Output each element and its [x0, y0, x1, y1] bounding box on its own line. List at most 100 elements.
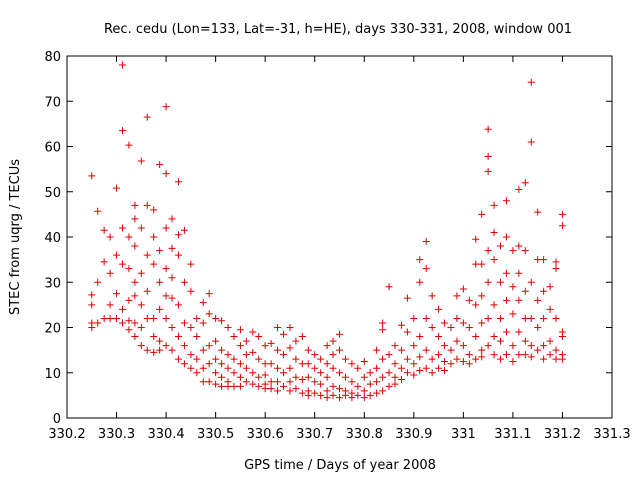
data-point	[94, 319, 102, 327]
data-point	[373, 378, 381, 386]
data-point	[379, 319, 387, 327]
data-point	[261, 342, 269, 350]
data-point	[558, 355, 566, 363]
data-point	[156, 305, 164, 313]
data-point	[224, 364, 232, 372]
data-point	[156, 278, 164, 286]
data-point	[534, 256, 542, 264]
data-point	[280, 330, 288, 338]
data-point	[515, 185, 523, 193]
data-point	[242, 351, 250, 359]
data-point	[447, 324, 455, 331]
data-point	[397, 364, 405, 372]
data-point	[521, 247, 529, 255]
data-point	[373, 389, 381, 397]
data-point	[540, 287, 548, 295]
data-point	[509, 283, 517, 291]
x-tick-label: 330.6	[247, 427, 284, 442]
data-point	[385, 382, 393, 390]
data-point	[484, 125, 492, 133]
data-point	[515, 328, 523, 336]
data-point	[534, 346, 542, 354]
data-point	[323, 394, 331, 402]
data-point	[230, 382, 238, 390]
data-point	[150, 233, 158, 241]
data-point	[441, 319, 449, 327]
data-point	[113, 314, 121, 322]
data-point	[373, 346, 381, 354]
data-point	[354, 382, 362, 390]
data-point	[242, 378, 250, 386]
data-point	[502, 269, 510, 277]
data-point	[527, 278, 535, 286]
data-point	[546, 337, 554, 345]
data-point	[255, 333, 263, 341]
data-point	[280, 351, 288, 359]
x-tick-label: 330.3	[98, 427, 135, 442]
data-point	[267, 378, 275, 386]
data-point	[403, 355, 411, 363]
data-point	[502, 296, 510, 304]
data-point	[459, 357, 467, 365]
data-point	[187, 260, 195, 268]
data-point	[137, 224, 145, 232]
data-point	[162, 314, 170, 322]
data-point	[118, 260, 126, 268]
data-point	[490, 256, 498, 264]
data-point	[515, 296, 523, 304]
data-point	[168, 274, 176, 282]
data-point	[205, 378, 213, 386]
data-point	[286, 364, 294, 372]
data-point	[199, 299, 207, 307]
x-axis-label: GPS time / Days of year 2008	[244, 458, 436, 473]
data-point	[193, 314, 201, 322]
data-point	[329, 351, 337, 359]
plot-frame	[66, 55, 613, 419]
data-point	[490, 351, 498, 359]
data-point	[527, 314, 535, 322]
data-point	[397, 346, 405, 354]
data-point	[298, 333, 306, 341]
data-point	[459, 342, 467, 350]
data-point	[521, 314, 529, 322]
data-point	[137, 301, 145, 309]
data-point	[391, 342, 399, 350]
data-point	[193, 355, 201, 363]
x-tick-label: 330.8	[346, 427, 383, 442]
data-point	[137, 324, 145, 331]
data-point	[137, 269, 145, 277]
data-point	[125, 233, 133, 241]
data-point	[360, 373, 368, 381]
data-point	[286, 324, 294, 331]
data-point	[478, 346, 486, 354]
data-point	[168, 294, 176, 302]
data-point	[478, 319, 486, 327]
data-point	[435, 333, 443, 341]
data-point	[366, 380, 374, 388]
data-point	[255, 355, 263, 363]
data-point	[317, 355, 325, 363]
data-point	[162, 292, 170, 300]
data-point	[88, 324, 96, 331]
data-point	[193, 333, 201, 341]
data-point	[193, 369, 201, 377]
data-point	[125, 317, 133, 325]
data-point	[416, 353, 424, 361]
data-point	[292, 373, 300, 381]
data-point	[274, 364, 282, 372]
data-point	[540, 256, 548, 264]
data-point	[348, 394, 356, 402]
data-point	[205, 360, 213, 368]
data-point	[484, 278, 492, 286]
data-point	[187, 351, 195, 359]
data-point	[379, 373, 387, 381]
data-point	[205, 290, 213, 298]
data-point	[274, 387, 282, 395]
data-point	[143, 287, 151, 295]
data-point	[329, 337, 337, 345]
data-point	[118, 61, 126, 69]
data-point	[156, 247, 164, 255]
y-tick-label: 50	[44, 186, 61, 201]
x-tick-label: 331.2	[544, 427, 581, 442]
data-point	[174, 301, 182, 309]
